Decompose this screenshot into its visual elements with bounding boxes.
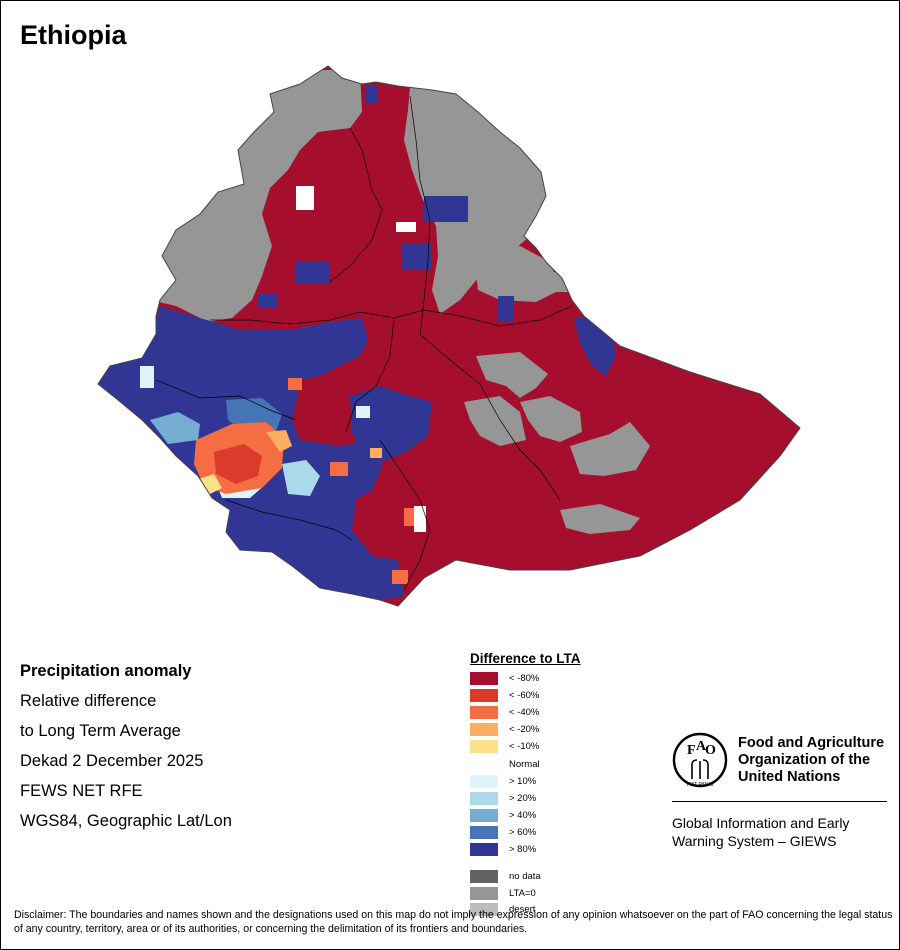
legend-swatch xyxy=(470,792,498,805)
country-border xyxy=(97,65,801,607)
lta-zero-northeast xyxy=(404,86,548,314)
normal-gap-centre xyxy=(356,406,370,418)
info-line: Dekad 2 December 2025 xyxy=(20,752,204,770)
boundary-gambela xyxy=(155,379,297,421)
legend-swatch xyxy=(470,706,498,719)
fao-logo-letter-o: O xyxy=(705,743,716,758)
boundary-snnp-oromia xyxy=(379,439,431,591)
legend-label: > 10% xyxy=(509,776,537,787)
giews-name: Global Information and Early Warning Sys… xyxy=(672,814,849,850)
legend-label: desert xyxy=(509,904,536,915)
legend-label: > 40% xyxy=(509,810,537,821)
legend-swatch xyxy=(470,843,498,856)
legend-title: Difference to LTA xyxy=(470,651,581,666)
lta-zero-east-a xyxy=(464,396,526,446)
legend-swatch xyxy=(470,723,498,736)
fao-name: Food and Agriculture Organization of the… xyxy=(738,735,884,786)
legend: Difference to LTA < -80% < -60% < -40% < -2… xyxy=(470,651,581,916)
legend-label: > 20% xyxy=(509,793,537,804)
legend-label: no data xyxy=(509,871,541,882)
boundary-oromia-west xyxy=(345,317,395,433)
legend-swatch xyxy=(470,809,498,822)
legend-label: < -20% xyxy=(509,724,540,735)
legend-swatch xyxy=(470,758,498,771)
fao-divider xyxy=(672,801,887,802)
fao-logo-icon: F A O FIAT PANIS xyxy=(672,732,728,788)
legend-swatch xyxy=(470,870,498,883)
legend-swatch xyxy=(470,740,498,753)
info-line: Relative difference xyxy=(20,692,157,710)
deficit-patch-a xyxy=(330,462,348,476)
info-heading: Precipitation anomaly xyxy=(20,662,192,680)
giews-line: Warning System – GIEWS xyxy=(672,833,837,849)
disclaimer: Disclaimer: The boundaries and names sho… xyxy=(14,909,893,935)
wet-light-fringe-b xyxy=(282,460,320,496)
legend-label: < -60% xyxy=(509,690,540,701)
wet-pocket-afar xyxy=(498,296,514,322)
normal-gap-north-b xyxy=(396,222,416,232)
legend-swatch xyxy=(470,672,498,685)
fao-logo-motto: FIAT PANIS xyxy=(687,782,714,788)
legend-label: LTA=0 xyxy=(509,888,536,899)
fao-name-line: Organization of the xyxy=(738,752,871,768)
boundary-oromia-somali xyxy=(421,335,561,501)
boundary-amhara-afar xyxy=(409,95,431,337)
deficit-strong-sw xyxy=(214,444,262,484)
deficit-patch-e xyxy=(370,448,382,458)
legend-swatch xyxy=(470,887,498,900)
wet-pocket-north-d xyxy=(258,294,278,308)
wet-pocket-north-b xyxy=(402,244,432,270)
legend-swatch xyxy=(470,689,498,702)
deficit-light-sw xyxy=(266,430,292,452)
deficit-patch-d xyxy=(392,570,408,584)
normal-gap-north xyxy=(296,186,314,210)
deficit-mild-sw xyxy=(196,474,222,496)
legend-label: > 80% xyxy=(509,844,537,855)
legend-label: < -80% xyxy=(509,673,540,684)
map-title: Ethiopia xyxy=(20,20,127,50)
wet-extreme-central xyxy=(350,386,432,462)
wet-pocket-top xyxy=(366,86,378,104)
info-line: to Long Term Average xyxy=(20,722,181,740)
wet-light-fringe-a xyxy=(150,412,200,444)
info-line: FEWS NET RFE xyxy=(20,782,143,800)
anomaly-map xyxy=(97,65,801,607)
info-line: WGS84, Geographic Lat/Lon xyxy=(20,812,232,830)
normal-fringe-west xyxy=(140,366,154,388)
normal-gap-south xyxy=(414,506,426,532)
legend-label: < -10% xyxy=(509,741,540,752)
fao-logo-letter-a: A xyxy=(696,739,707,754)
giews-line: Global Information and Early xyxy=(672,815,850,831)
lta-zero-east-b xyxy=(520,396,582,442)
legend-swatch xyxy=(470,775,498,788)
regional-boundaries xyxy=(155,95,573,591)
wet-pocket-north-a xyxy=(424,196,468,222)
deficit-patch-b xyxy=(288,378,302,390)
wet-pocket-north-c xyxy=(296,262,330,284)
lta-zero-central xyxy=(476,352,548,398)
legend-swatch xyxy=(470,826,498,839)
lta-zero-ogaden-b xyxy=(560,504,640,534)
lta-zero-ogaden-a xyxy=(570,422,650,476)
legend-swatch xyxy=(470,903,498,916)
lta-zero-patch xyxy=(532,272,568,292)
boundary-south-omo xyxy=(225,499,353,541)
fao-logo-letter-f: F xyxy=(687,743,696,758)
legend-label: > 60% xyxy=(509,827,537,838)
legend-label: Normal xyxy=(509,759,540,770)
fao-name-line: United Nations xyxy=(738,769,841,785)
fao-name-line: Food and Agriculture xyxy=(738,735,885,751)
map-info-block: Precipitation anomaly Relative differenc… xyxy=(20,656,232,836)
boundary-tigray-amhara xyxy=(329,127,383,283)
anomaly-raster xyxy=(98,66,800,606)
legend-label: < -40% xyxy=(509,707,540,718)
